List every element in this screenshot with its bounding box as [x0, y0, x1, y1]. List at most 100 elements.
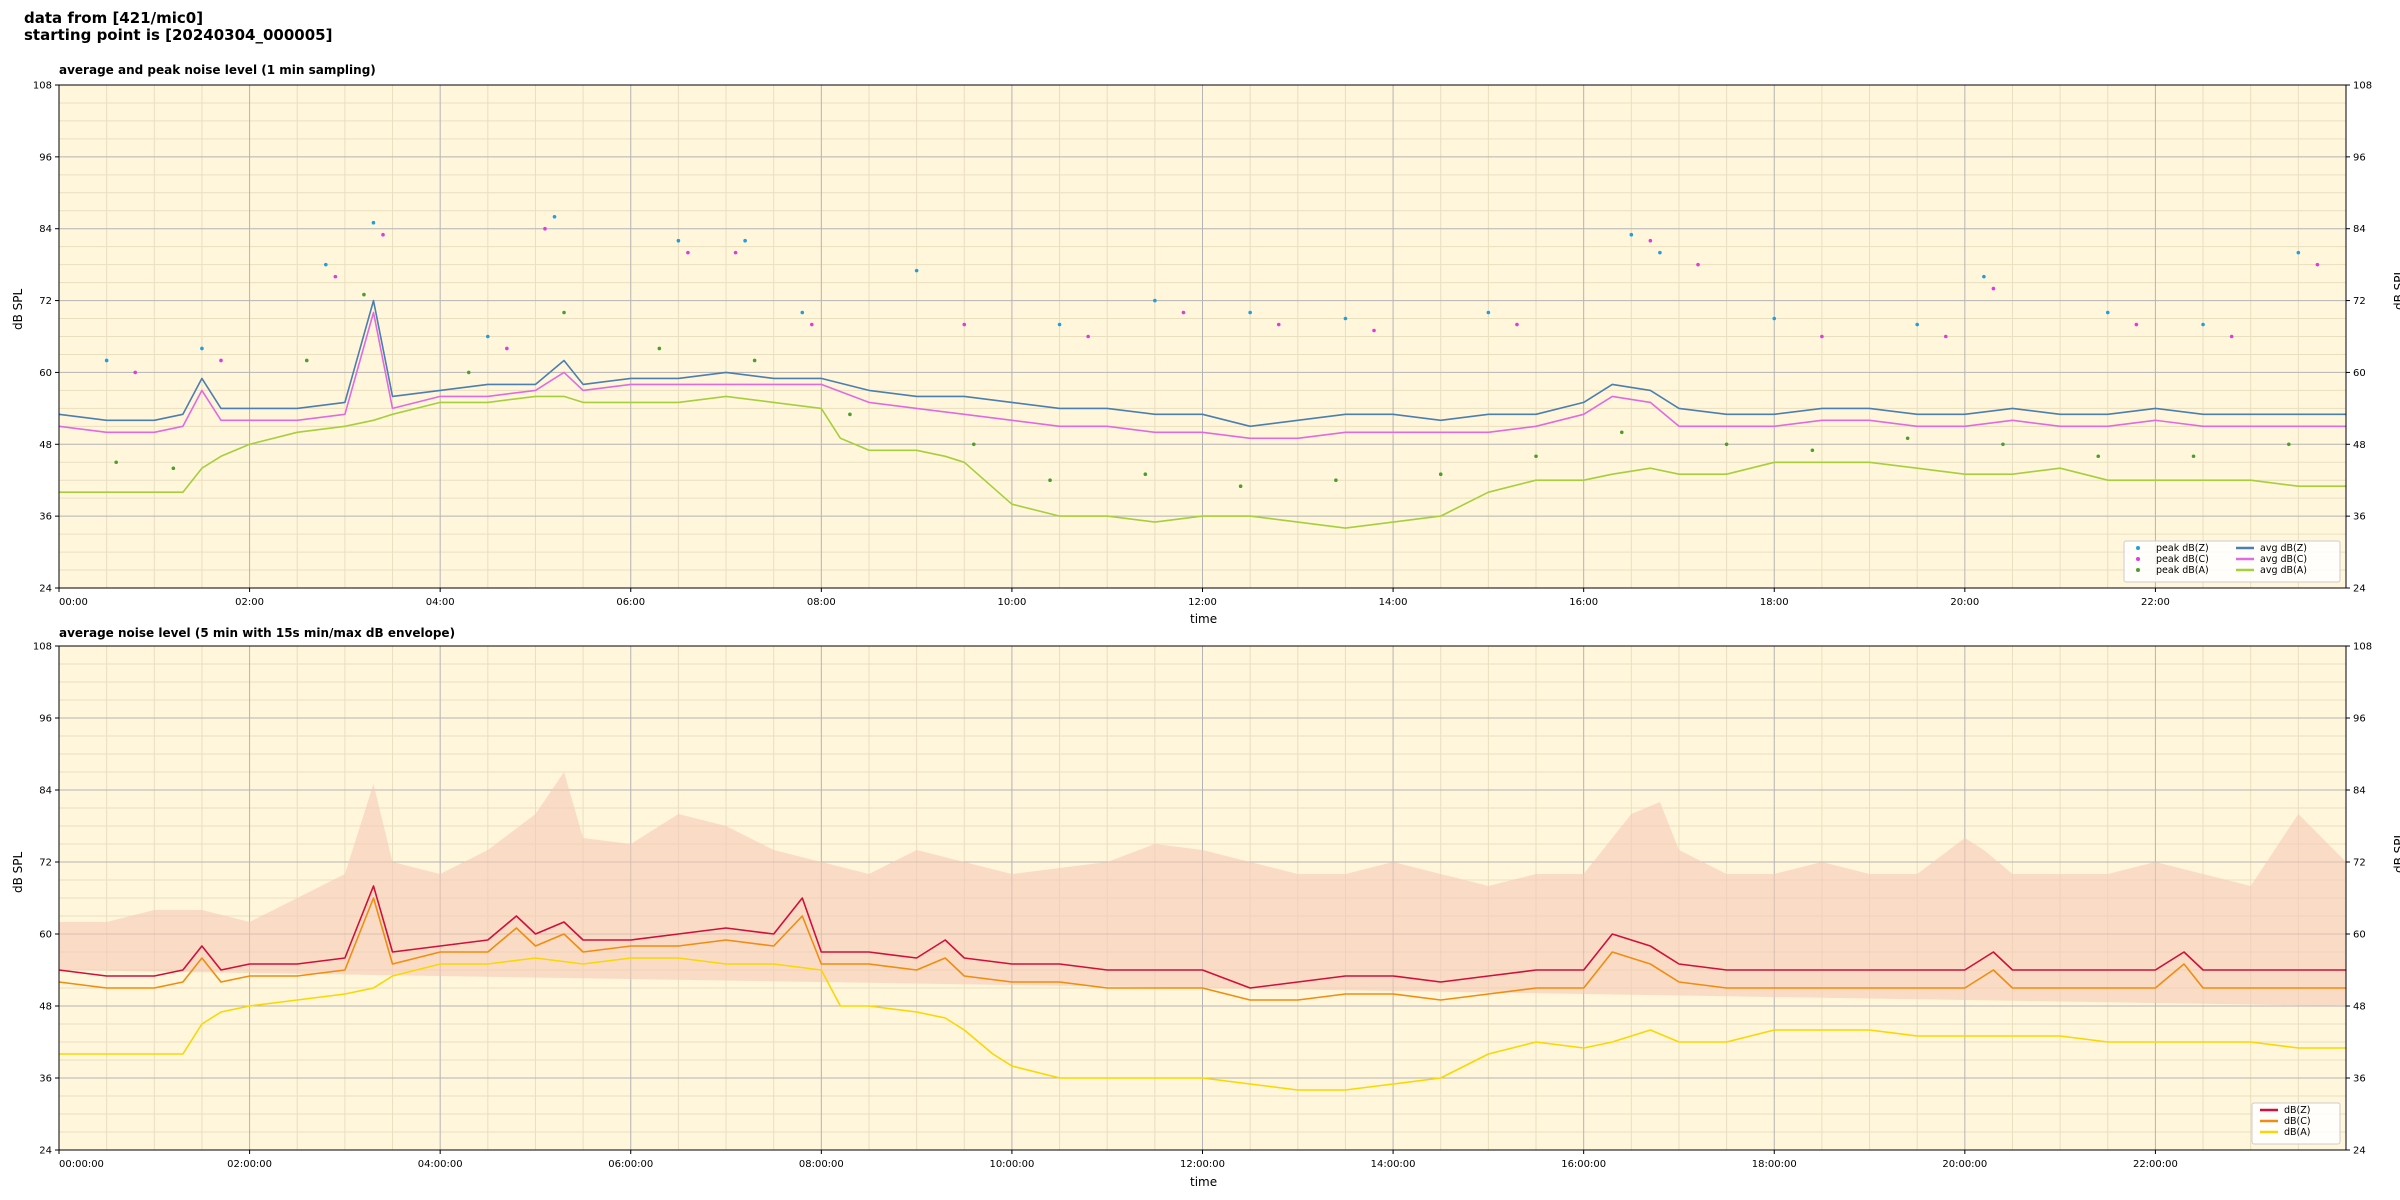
x-tick-label: 06:00:00 — [608, 1159, 653, 1170]
x-tick-label: 02:00:00 — [227, 1159, 272, 1170]
plot-background — [59, 646, 2346, 1150]
peak-point — [362, 292, 366, 297]
x-axis-label-bottom: time — [1190, 1175, 1218, 1189]
peak-point — [1619, 430, 1624, 435]
peak-point — [810, 322, 814, 327]
y-axis-label-left-top: dB SPL — [11, 288, 25, 330]
x-tick-label: 14:00 — [1379, 597, 1408, 608]
peak-point — [2296, 250, 2301, 255]
peak-point — [676, 238, 681, 243]
legend-label: avg dB(A) — [2260, 565, 2307, 576]
y-tick-label-right: 60 — [2353, 368, 2366, 379]
peak-point — [200, 346, 204, 351]
y-tick-label-right: 72 — [2353, 296, 2366, 307]
peak-point — [1057, 322, 1062, 327]
y-tick-label-right: 72 — [2353, 858, 2366, 869]
peak-point — [1982, 274, 1986, 279]
x-tick-label: 08:00 — [807, 597, 836, 608]
peak-point — [1658, 250, 1662, 255]
y-tick-label-right: 48 — [2353, 440, 2366, 451]
peak-point — [1372, 328, 1376, 333]
y-tick-label-right: 84 — [2353, 224, 2366, 235]
y-tick-label-right: 108 — [2353, 81, 2372, 92]
y-axis-label-right-bottom: dB SPL — [2392, 831, 2400, 873]
peak-point — [1915, 322, 1919, 327]
x-tick-label: 16:00:00 — [1561, 1159, 1606, 1170]
peak-point — [1991, 286, 1996, 291]
y-tick-label-right: 24 — [2353, 584, 2366, 595]
peak-point — [2001, 442, 2005, 447]
peak-point — [1696, 262, 1700, 267]
peak-point — [562, 310, 566, 315]
peak-point — [962, 322, 967, 327]
x-tick-label: 00:00:00 — [59, 1159, 104, 1170]
peak-point — [686, 250, 690, 255]
x-tick-label: 10:00 — [998, 597, 1027, 608]
peak-point — [2229, 334, 2234, 339]
peak-point — [1438, 472, 1443, 477]
y-tick-label-right: 60 — [2353, 930, 2366, 941]
peak-point — [1515, 322, 1519, 327]
starting-point-label: starting point is [20240304_000005] — [24, 26, 333, 44]
y-tick-label-right: 24 — [2353, 1146, 2366, 1157]
x-tick-label: 12:00:00 — [1180, 1159, 1225, 1170]
y-tick-label-right: 36 — [2353, 512, 2366, 523]
y-tick-label-left: 60 — [39, 368, 52, 379]
peak-point — [1143, 472, 1148, 477]
x-axis-label-top: time — [1190, 612, 1218, 626]
peak-point — [304, 358, 309, 363]
y-tick-label-left: 72 — [39, 296, 52, 307]
series-line — [59, 957, 2346, 1091]
peak-point — [914, 268, 919, 273]
y-tick-label-left: 84 — [39, 224, 52, 235]
peak-point — [219, 358, 223, 363]
legend-marker — [2136, 546, 2140, 550]
legend-label: dB(A) — [2284, 1127, 2310, 1138]
x-tick-label: 18:00:00 — [1752, 1159, 1797, 1170]
x-tick-label: 02:00 — [235, 597, 264, 608]
envelope-area — [59, 772, 2346, 1006]
peak-point — [133, 370, 138, 375]
series-line — [59, 395, 2346, 529]
peak-point — [171, 466, 176, 471]
peak-point — [1276, 322, 1281, 327]
peak-point — [104, 358, 109, 363]
peak-point — [1629, 232, 1634, 237]
peak-point — [848, 412, 852, 417]
plot-top: 24 24 36 36 48 48 60 60 72 72 84 84 96 96 108 108 00:00 0… — [33, 81, 2372, 609]
peak-point — [543, 226, 547, 231]
x-tick-label: 18:00 — [1760, 597, 1789, 608]
peak-point — [371, 220, 376, 225]
y-tick-label-left: 48 — [39, 440, 52, 451]
x-tick-label: 22:00 — [2141, 597, 2170, 608]
legend-marker — [2136, 568, 2140, 572]
peak-point — [657, 346, 662, 351]
y-tick-label-right: 84 — [2353, 786, 2366, 797]
x-tick-label: 16:00 — [1569, 597, 1598, 608]
peak-point — [1772, 316, 1777, 321]
y-tick-label-left: 24 — [39, 1146, 52, 1157]
peak-point — [2096, 454, 2101, 459]
peak-point — [1086, 334, 1090, 339]
x-tick-label: 04:00 — [426, 597, 455, 608]
peak-point — [1810, 448, 1815, 453]
peak-point — [2105, 310, 2110, 315]
peak-point — [466, 370, 471, 375]
peak-point — [1181, 310, 1186, 315]
x-tick-label: 06:00 — [616, 597, 645, 608]
legend: peak dB(Z)peak dB(C)peak dB(A)avg dB(Z)a… — [2123, 540, 2341, 583]
peak-point — [333, 274, 338, 279]
legend-label: avg dB(C) — [2260, 554, 2307, 565]
series-line — [58, 311, 2346, 440]
x-tick-label: 08:00:00 — [799, 1159, 844, 1170]
chart-title-top: average and peak noise level (1 min samp… — [59, 63, 376, 77]
y-tick-label-right: 108 — [2353, 642, 2372, 653]
y-tick-label-right: 96 — [2353, 714, 2366, 725]
peak-point — [114, 460, 118, 465]
y-tick-label-left: 72 — [39, 858, 52, 869]
peak-point — [486, 334, 490, 339]
chart-header: data from [421/mic0] starting point is [… — [24, 10, 332, 44]
legend-marker — [2136, 557, 2140, 561]
x-tick-label: 04:00:00 — [418, 1159, 463, 1170]
